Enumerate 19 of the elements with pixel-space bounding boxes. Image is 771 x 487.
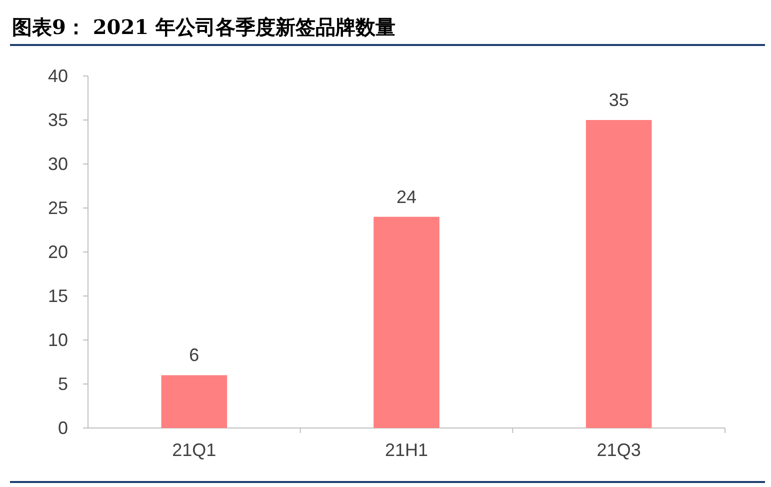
bar (586, 120, 652, 428)
y-tick-label: 40 (48, 66, 68, 86)
x-tick-label: 21Q1 (172, 440, 216, 460)
y-tick-label: 25 (48, 198, 68, 218)
y-tick-label: 30 (48, 154, 68, 174)
y-tick-label: 0 (58, 418, 68, 438)
data-label: 24 (396, 186, 417, 207)
x-tick-label: 21Q3 (596, 440, 641, 460)
bar (374, 216, 440, 428)
chart-title: 图表9： 2021 年公司各季度新签品牌数量 (12, 15, 396, 39)
y-tick-label: 15 (48, 286, 68, 306)
data-label: 35 (608, 90, 629, 110)
data-label: 6 (189, 345, 200, 366)
y-tick-label: 35 (48, 110, 68, 130)
y-tick-label: 10 (48, 330, 68, 350)
y-tick-label: 5 (58, 374, 68, 394)
y-tick-label: 20 (48, 242, 68, 262)
bar (161, 375, 228, 428)
x-tick-label: 21H1 (384, 440, 428, 460)
